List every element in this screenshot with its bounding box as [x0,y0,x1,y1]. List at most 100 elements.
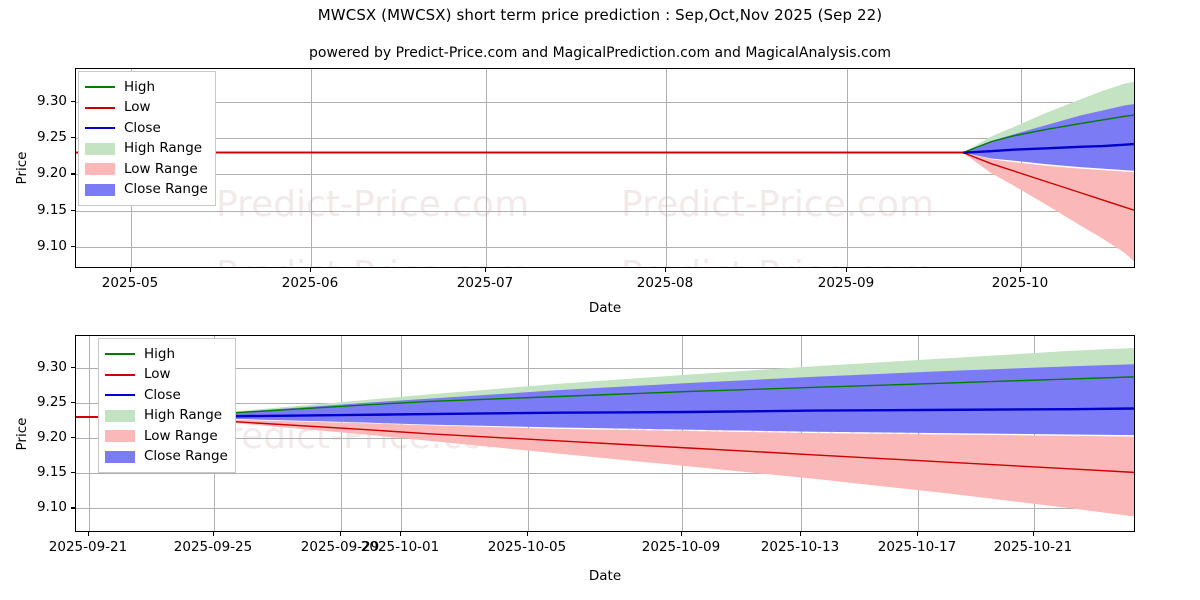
y-axis-tick-label: 9.10 [36,499,67,516]
forecast-low-line [140,416,1134,474]
x-axis-tick-label: 2025-10-01 [360,539,440,555]
overview-chart-legend[interactable]: High Low Close High Range Low Range Close Ran… [78,71,216,206]
legend-item[interactable]: Low Range [105,426,228,447]
x-axis-tick-mark [527,532,529,536]
legend-item[interactable]: Close Range [105,447,228,468]
legend-item[interactable]: High [105,344,228,365]
gridline-horizontal [76,247,1134,249]
legend-item[interactable]: Close [85,118,208,139]
gridline-vertical [847,69,848,267]
legend-item-label: High Range [144,407,223,423]
x-axis-tick-mark [340,532,342,536]
overview-chart-axes: Predict-Price.comPredict-Price.comPredic… [75,68,1135,268]
x-axis-tick-mark [917,532,919,536]
x-axis-tick-mark [1033,532,1035,536]
y-axis-tick-mark [71,209,75,211]
forecast-close-line [962,142,1134,154]
close-range-band [140,364,1134,436]
y-axis-tick-label: 9.15 [36,464,67,481]
forecast-close-line [140,407,1134,419]
y-axis-tick-mark [71,246,75,248]
gridline-horizontal [76,174,1134,176]
y-axis-tick-label: 9.25 [36,129,67,146]
forecast-low-line [962,151,1134,211]
legend-item[interactable]: Low [85,98,208,119]
x-axis-tick-mark [400,532,402,536]
x-axis-tick-label: 2025-05 [101,275,159,291]
x-axis-tick-mark [485,268,487,272]
legend-line-swatch-icon [105,368,135,381]
y-axis-tick-mark [71,173,75,175]
x-axis-tick-label: 2025-09-29 [300,539,380,555]
x-axis-tick-label: 2025-09 [817,275,875,291]
high-range-band [140,348,1134,417]
overview-y-axis-title: Price [14,151,30,185]
x-axis-tick-label: 2025-08 [636,275,694,291]
y-axis-tick-label: 9.10 [36,238,67,255]
gridline-horizontal [76,138,1134,140]
legend-line-swatch-icon [85,81,115,94]
x-axis-tick-mark [665,268,667,272]
legend-item-label: High Range [124,140,203,156]
close-range-band [963,104,1134,171]
x-axis-tick-mark [88,532,90,536]
legend-item-label: Close [144,386,181,403]
legend-patch-swatch-icon [85,142,115,155]
x-axis-tick-mark [213,532,215,536]
legend-item-label: Low [124,99,151,115]
x-axis-tick-label: 2025-10-05 [487,539,567,555]
legend-patch-swatch-icon [105,450,135,463]
legend-item[interactable]: Close Range [85,180,208,201]
x-axis-tick-label: 2025-10-13 [760,539,840,555]
y-axis-tick-mark [71,401,75,404]
legend-item[interactable]: Close [105,385,228,406]
y-axis-tick-label: 9.20 [36,429,67,446]
gridline-horizontal [76,473,1134,475]
y-axis-tick-mark [71,472,75,474]
x-axis-tick-mark [681,532,683,536]
x-axis-tick-label: 2025-10-17 [877,539,957,555]
legend-item-label: Close Range [144,448,228,464]
detail-chart-legend[interactable]: High Low Close High Range Low Range Close Ran… [98,338,236,473]
detail-y-axis-title: Price [14,417,30,451]
legend-item-label: Low Range [124,160,198,177]
page-title: MWCSX (MWCSX) short term price predictio… [317,6,883,24]
gridline-vertical [89,336,90,531]
gridline-vertical [311,69,312,267]
x-axis-tick-mark [310,268,312,272]
legend-item-label: Low [144,366,171,382]
legend-item[interactable]: High Range [105,406,228,427]
gridline-vertical [666,69,667,267]
x-axis-tick-mark [1020,268,1022,272]
detail-x-axis-title: Date [588,568,622,584]
overview-series-layer [76,81,1134,262]
legend-item[interactable]: Low [105,365,228,386]
overview-x-axis-title: Date [588,300,622,316]
y-axis-tick-mark [71,366,75,368]
legend-item[interactable]: High Range [85,139,208,160]
legend-item[interactable]: High [85,77,208,98]
gridline-horizontal [76,508,1134,510]
gridline-horizontal [76,367,1134,369]
legend-line-swatch-icon [85,101,115,114]
y-axis-tick-mark [71,507,75,509]
legend-patch-swatch-icon [105,409,135,422]
y-axis-tick-label: 9.20 [36,165,67,182]
legend-item[interactable]: Low Range [85,159,208,180]
x-axis-tick-label: 2025-09-25 [173,539,253,555]
x-axis-tick-label: 2025-10-21 [993,539,1073,555]
y-axis-tick-mark [71,137,75,139]
legend-item-label: High [124,78,156,95]
legend-item-label: Close [124,119,161,136]
x-axis-tick-label: 2025-09-21 [48,539,128,555]
x-axis-tick-label: 2025-06 [281,275,339,291]
y-axis-tick-label: 9.30 [36,92,67,109]
gridline-vertical [486,69,487,267]
y-axis-tick-mark [71,100,75,102]
legend-patch-swatch-icon [105,430,135,443]
legend-item-label: Low Range [144,427,218,444]
gridline-vertical [341,336,342,531]
gridline-vertical [918,336,919,531]
x-axis-tick-label: 2025-10 [991,275,1049,291]
